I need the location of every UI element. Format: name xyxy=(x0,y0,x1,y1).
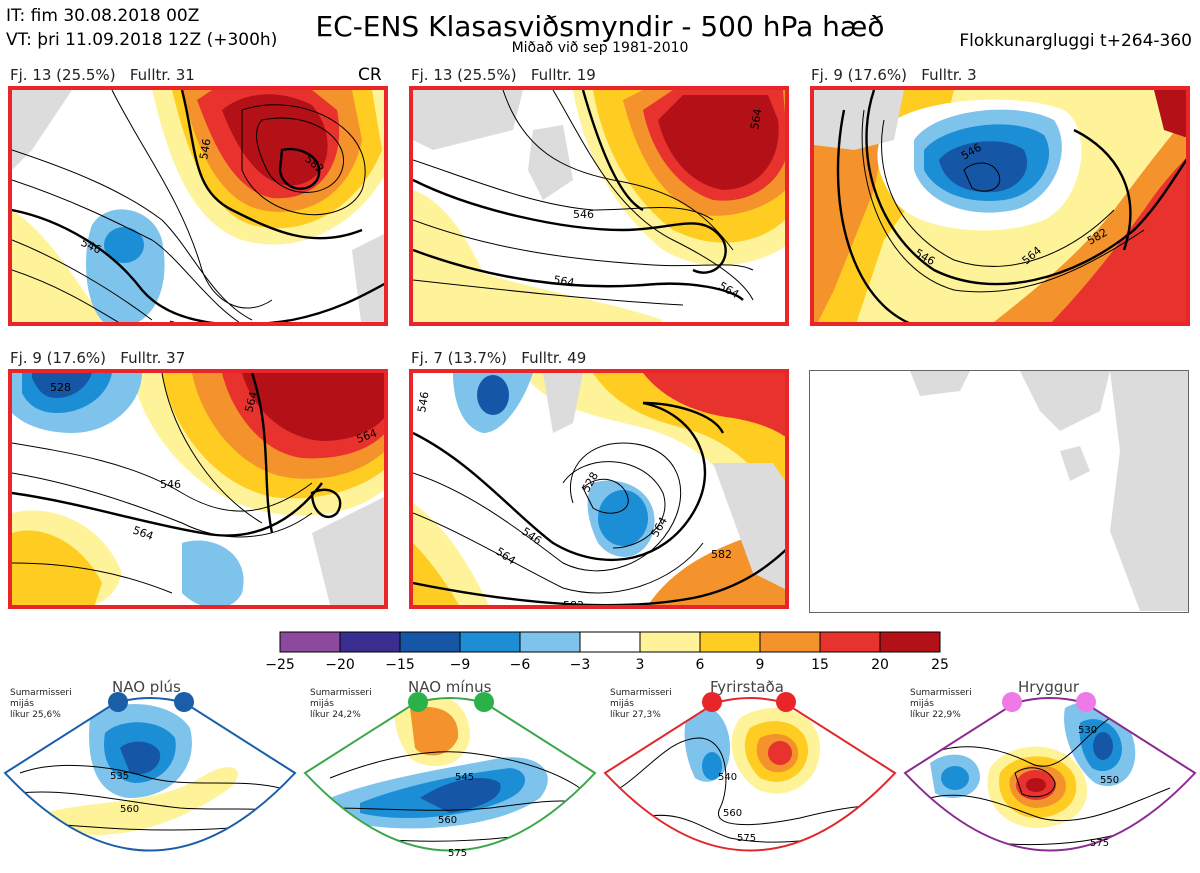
regime-dot xyxy=(776,692,796,712)
chart-subtitle: Miðað við sep 1981-2010 xyxy=(511,40,689,56)
contour-label: 564 xyxy=(748,108,764,131)
colorbar-tick-label: −25 xyxy=(265,657,295,673)
cluster-map-3: 546 564 546 582 xyxy=(810,86,1190,326)
regime-note: Sumarmisseri mijás líkur 22,9% xyxy=(910,688,972,720)
panel-1-tag: CR xyxy=(358,65,382,85)
colorbar-bin xyxy=(879,631,941,653)
contour-label: 546 xyxy=(573,208,594,221)
colorbar-bin xyxy=(519,631,581,653)
regime-title: Hryggur xyxy=(1018,678,1080,696)
colorbar-bin xyxy=(759,631,821,653)
colorbar-tick-label: 25 xyxy=(931,657,949,673)
regime-note: Sumarmisseri mijás líkur 25,6% xyxy=(10,688,72,720)
chart-title: EC-ENS Klasasviðsmyndir - 500 hPa hæð xyxy=(315,10,885,43)
cluster-map-2-plot: 546 564 564 564 xyxy=(413,90,785,322)
regime-blocking: 540 560 575 Fyrirstaða Sumarmisseri mijá… xyxy=(600,678,900,873)
regime-blocking-plot: 540 560 575 xyxy=(603,692,897,852)
cluster-map-2: 546 564 564 564 xyxy=(409,86,789,326)
contour-label: 560 xyxy=(723,808,742,819)
colorbar-tick-label: −20 xyxy=(325,657,355,673)
contour-label: 564 xyxy=(166,318,190,326)
colorbar-tick-label: 3 xyxy=(636,657,645,673)
colorbar-bin xyxy=(579,631,641,653)
colorbar-tick-label: −9 xyxy=(450,657,471,673)
colorbar-bin xyxy=(279,631,341,653)
valid-time: VT: þri 11.09.2018 12Z (+300h) xyxy=(6,30,278,50)
regime-nao-plus-plot: 535 560 xyxy=(3,692,297,852)
panel-3-label: Fj. 9 (17.6%) Fulltr. 3 xyxy=(811,66,977,84)
regime-nao-plus: 535 560 NAO plús Sumarmisseri mijás líku… xyxy=(0,678,300,873)
colorbar-bin xyxy=(819,631,881,653)
colorbar-tick-label: 9 xyxy=(756,657,765,673)
regime-title: NAO plús xyxy=(112,678,181,696)
contour-label: 545 xyxy=(455,772,474,783)
contour-label: 582 xyxy=(711,548,732,561)
regime-dot xyxy=(1002,692,1022,712)
regime-dot xyxy=(474,692,494,712)
colorbar-bin xyxy=(399,631,461,653)
regime-dot xyxy=(702,692,722,712)
contour-label: 546 xyxy=(160,478,181,491)
contour-label: 575 xyxy=(1090,838,1109,849)
contour-label: 582 xyxy=(563,599,584,609)
colorbar-tick-label: 6 xyxy=(696,657,705,673)
regime-dot xyxy=(1076,692,1096,712)
regime-dot xyxy=(108,692,128,712)
colorbar-tick-label: −3 xyxy=(570,657,591,673)
contour-label: 540 xyxy=(718,772,737,783)
panel-2-label: Fj. 13 (25.5%) Fulltr. 19 xyxy=(411,66,596,84)
init-time: IT: fim 30.08.2018 00Z xyxy=(6,6,200,26)
contour-label: 546 xyxy=(415,391,431,414)
contour-label: 560 xyxy=(120,804,139,815)
empty-map-panel xyxy=(809,370,1189,613)
regime-ridge-plot: 530 550 575 xyxy=(903,692,1197,852)
contour-label: 546 xyxy=(197,138,213,161)
colorbar: −25 −20 −15 −9 −6 −3 3 6 9 15 20 25 xyxy=(265,631,949,673)
colorbar-bin xyxy=(339,631,401,653)
contour-label: 575 xyxy=(448,848,467,859)
run-info: IT: fim 30.08.2018 00Z VT: þri 11.09.201… xyxy=(6,4,277,52)
cluster-map-5-plot: 546 528 546 564 564 582 582 xyxy=(413,373,785,609)
cluster-map-1: 546 582 564 546 xyxy=(8,86,388,326)
regime-ridge: 530 550 575 Hryggur Sumarmisseri mijás l… xyxy=(900,678,1200,873)
contour-label: 564 xyxy=(552,273,575,289)
regime-note: Sumarmisseri mijás líkur 27,3% xyxy=(610,688,672,720)
panel-1-label: Fj. 13 (25.5%) Fulltr. 31 xyxy=(10,66,195,84)
regime-nao-minus: 545 560 575 NAO mínus Sumarmisseri mijás… xyxy=(300,678,600,873)
cluster-map-4: 528 546 564 564 564 xyxy=(8,369,388,609)
colorbar-bin xyxy=(639,631,701,653)
colorbar-tick-label: 15 xyxy=(811,657,829,673)
regime-title: NAO mínus xyxy=(408,678,492,696)
regime-nao-minus-plot: 545 560 575 xyxy=(303,692,597,859)
contour-label: 575 xyxy=(737,833,756,844)
colorbar-bin xyxy=(699,631,761,653)
contour-label: 564 xyxy=(242,390,260,414)
colorbar-tick-label: 20 xyxy=(871,657,889,673)
colorbar-tick-label: −15 xyxy=(385,657,415,673)
classification-window: Flokkunargluggi t+264-360 xyxy=(959,31,1192,51)
regime-dot xyxy=(408,692,428,712)
cluster-map-1-plot: 546 582 564 546 xyxy=(12,90,384,326)
colorbar-tick-label: −6 xyxy=(510,657,531,673)
contour-label: 535 xyxy=(110,771,129,782)
contour-label: 560 xyxy=(438,815,457,826)
regime-dot xyxy=(174,692,194,712)
contour-label: 550 xyxy=(1100,775,1119,786)
contour-label: 530 xyxy=(1078,725,1097,736)
colorbar-bin xyxy=(459,631,521,653)
regime-note: Sumarmisseri mijás líkur 24,2% xyxy=(310,688,372,720)
panel-4-label: Fj. 9 (17.6%) Fulltr. 37 xyxy=(10,349,186,367)
cluster-map-5: 546 528 546 564 564 582 582 xyxy=(409,369,789,609)
panel-5-label: Fj. 7 (13.7%) Fulltr. 49 xyxy=(411,349,587,367)
contour-label: 528 xyxy=(50,381,71,394)
empty-map-plot xyxy=(910,371,1188,611)
cluster-map-4-plot: 528 546 564 564 564 xyxy=(12,373,384,605)
cluster-map-3-plot: 546 564 546 582 xyxy=(814,90,1186,322)
regime-title: Fyrirstaða xyxy=(710,678,784,696)
